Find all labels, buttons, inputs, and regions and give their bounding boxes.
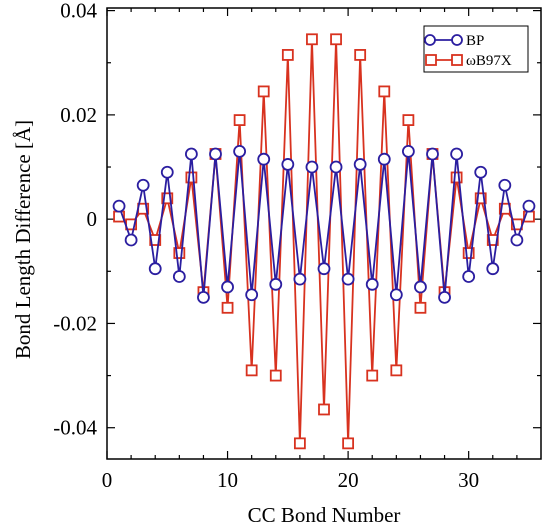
data-point bbox=[402, 114, 415, 126]
data-point bbox=[510, 233, 524, 247]
legend-marker bbox=[424, 34, 436, 46]
legend-marker bbox=[451, 54, 463, 66]
data-point bbox=[341, 272, 355, 286]
data-point bbox=[173, 247, 186, 259]
data-point bbox=[377, 152, 391, 166]
data-point bbox=[233, 114, 246, 126]
data-point bbox=[462, 247, 475, 259]
data-point bbox=[390, 364, 403, 377]
data-point bbox=[306, 33, 318, 46]
data-point bbox=[185, 171, 198, 184]
legend-box bbox=[423, 25, 529, 73]
data-point bbox=[257, 85, 270, 98]
data-point bbox=[486, 262, 500, 276]
legend-label: ωB97X bbox=[466, 53, 512, 69]
data-point bbox=[474, 192, 487, 205]
data-point bbox=[281, 49, 294, 61]
data-point bbox=[414, 301, 427, 314]
series-bp bbox=[112, 144, 536, 304]
data-point bbox=[293, 437, 306, 450]
x-axis-label: CC Bond Number bbox=[248, 503, 401, 527]
data-point bbox=[474, 165, 488, 179]
data-point bbox=[209, 147, 222, 161]
data-point bbox=[184, 147, 198, 161]
data-point bbox=[233, 144, 247, 158]
data-point bbox=[161, 192, 174, 205]
y-tick-label: -0.02 bbox=[53, 311, 97, 335]
data-point bbox=[293, 272, 307, 286]
x-tick-label: 0 bbox=[102, 468, 113, 492]
legend-marker bbox=[451, 34, 463, 46]
data-point bbox=[450, 171, 463, 184]
data-point bbox=[365, 277, 379, 291]
data-point bbox=[269, 369, 282, 382]
series-line bbox=[118, 39, 530, 444]
data-point bbox=[330, 33, 342, 46]
legend: BP ωB97X bbox=[423, 25, 529, 73]
y-tick-label: 0.04 bbox=[60, 0, 97, 23]
data-point bbox=[342, 437, 355, 450]
data-point bbox=[317, 262, 331, 276]
data-point bbox=[221, 301, 234, 314]
x-tick-label: 30 bbox=[458, 468, 479, 492]
y-axis-label: Bond Length Difference [Å] bbox=[11, 120, 35, 359]
data-point bbox=[354, 49, 367, 61]
y-tick-label: 0.02 bbox=[60, 103, 97, 127]
data-point bbox=[148, 262, 162, 276]
x-tick-label: 10 bbox=[217, 468, 238, 492]
y-tick-label: 0 bbox=[87, 207, 98, 231]
data-point bbox=[172, 270, 186, 283]
data-point bbox=[498, 178, 512, 192]
data-point bbox=[450, 147, 464, 161]
data-point bbox=[366, 369, 379, 382]
data-point bbox=[305, 160, 319, 174]
data-point bbox=[221, 280, 234, 294]
data-point bbox=[160, 165, 174, 179]
tick-labels: 0 10 20 30 0.04 0.02 0 -0.02 -0.04 bbox=[53, 0, 479, 492]
data-point bbox=[462, 270, 476, 283]
data-point bbox=[245, 288, 259, 302]
data-point bbox=[329, 160, 343, 174]
data-point bbox=[124, 233, 138, 247]
data-point bbox=[269, 277, 283, 291]
data-point bbox=[318, 403, 330, 416]
series-layer bbox=[112, 33, 536, 450]
legend-marker bbox=[425, 54, 437, 66]
plot-frame bbox=[106, 7, 542, 460]
data-point bbox=[197, 290, 210, 304]
data-point bbox=[426, 147, 439, 161]
y-tick-label: -0.04 bbox=[53, 416, 97, 440]
x-tick-label: 20 bbox=[338, 468, 359, 492]
data-point bbox=[112, 199, 126, 213]
data-point bbox=[281, 158, 295, 171]
data-point bbox=[378, 85, 391, 98]
series-wb97x bbox=[113, 33, 535, 450]
data-point bbox=[522, 199, 536, 213]
data-point bbox=[389, 288, 403, 302]
legend-label: BP bbox=[466, 33, 484, 49]
data-point bbox=[245, 364, 258, 377]
data-point bbox=[136, 178, 150, 192]
data-point bbox=[414, 280, 427, 294]
data-point bbox=[438, 290, 451, 304]
data-point bbox=[401, 144, 415, 158]
data-point bbox=[353, 158, 367, 171]
data-point bbox=[257, 152, 271, 166]
